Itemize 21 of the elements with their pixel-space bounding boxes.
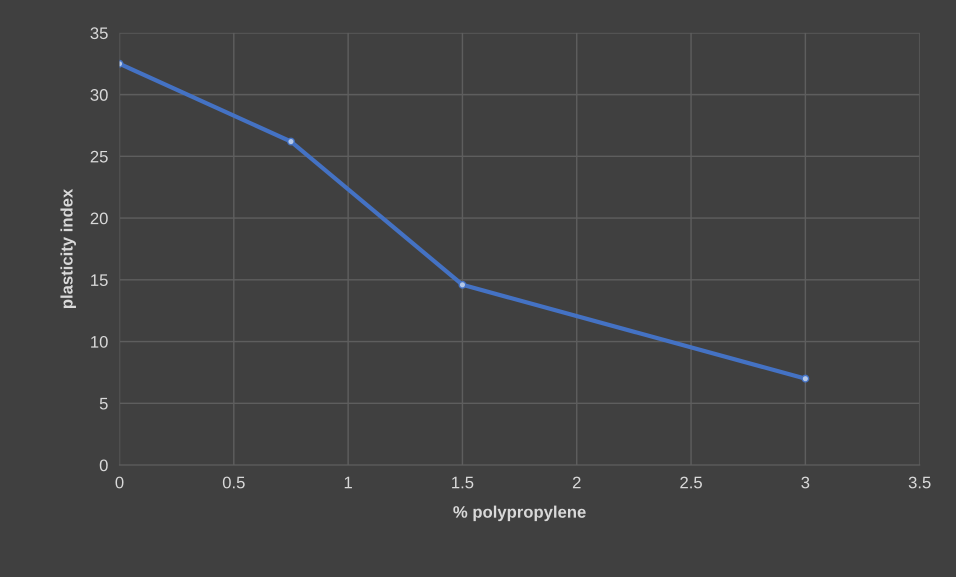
y-tick-label: 0 xyxy=(100,459,108,472)
y-axis-title: plasticity index xyxy=(60,188,76,308)
x-tick-label: 3.5 xyxy=(908,476,931,488)
y-tick-label: 25 xyxy=(90,150,108,163)
x-tick-label: 2.5 xyxy=(680,476,702,488)
y-tick-label: 5 xyxy=(100,398,108,410)
x-tick-label: 1 xyxy=(344,476,352,488)
x-tick-label: 2 xyxy=(572,476,581,488)
y-tick-label: 10 xyxy=(91,336,108,348)
x-tick-label: 1.5 xyxy=(452,476,474,488)
x-tick-label: 3 xyxy=(801,476,810,488)
y-tick-label: 35 xyxy=(90,27,108,40)
y-tick-label: 15 xyxy=(91,274,108,286)
x-tick-label: 0 xyxy=(116,476,124,488)
x-tick-label: 0.5 xyxy=(222,476,245,488)
point xyxy=(801,374,810,383)
x-axis-title: % polypropylene xyxy=(453,506,586,522)
point xyxy=(287,138,295,146)
point xyxy=(458,280,466,289)
y-tick-label: 30 xyxy=(90,89,108,101)
y-tick-label: 20 xyxy=(90,212,108,224)
